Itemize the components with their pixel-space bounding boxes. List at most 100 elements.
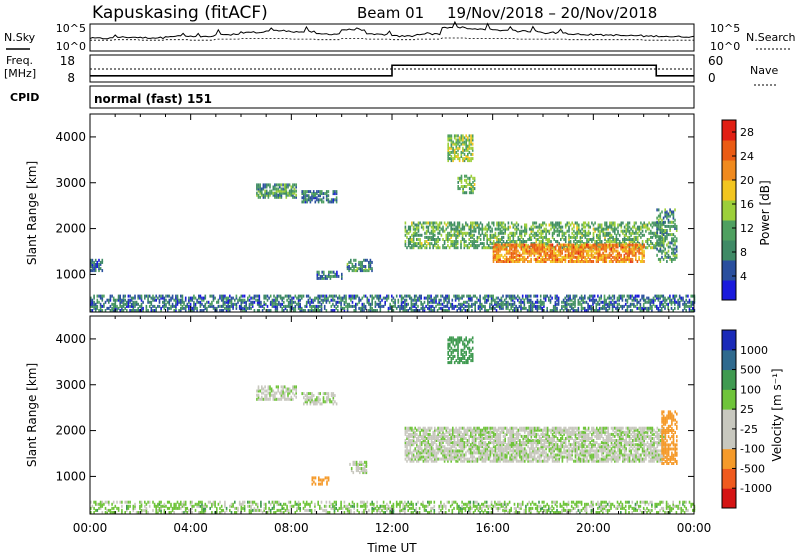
velocity-cell — [220, 511, 223, 514]
power-cell — [531, 249, 534, 253]
power-cell — [377, 302, 380, 306]
power-cell — [507, 225, 510, 229]
power-cell — [599, 231, 601, 235]
power-cell — [638, 300, 640, 304]
velocity-cell — [269, 508, 272, 512]
power-cell — [599, 225, 601, 229]
power-cell — [499, 257, 501, 261]
power-cell — [595, 255, 598, 259]
power-cell — [497, 225, 500, 229]
power-cell — [285, 195, 288, 199]
power-cell — [515, 260, 518, 263]
power-cell — [194, 296, 197, 300]
power-cell — [502, 240, 505, 243]
power-cell — [227, 304, 229, 308]
power-cell — [566, 255, 568, 259]
power-cell — [474, 306, 476, 310]
power-cell — [447, 138, 449, 142]
power-cell — [586, 231, 588, 235]
power-cell — [499, 229, 502, 233]
power-cell — [564, 257, 567, 261]
power-cell — [687, 300, 689, 304]
power-cell — [317, 309, 319, 312]
power-cell — [590, 298, 593, 302]
power-cell — [613, 300, 616, 304]
power-cell — [555, 225, 557, 229]
power-cell — [517, 257, 519, 261]
power-cell — [456, 235, 459, 239]
power-cell — [576, 240, 578, 243]
power-cell — [585, 245, 588, 249]
velocity-cell — [433, 508, 436, 512]
power-cell — [587, 253, 590, 257]
velocity-cell — [144, 500, 146, 504]
power-cell — [486, 235, 488, 239]
power-cell — [573, 225, 575, 229]
power-cell — [259, 195, 261, 199]
power-cell — [657, 241, 660, 245]
velocity-cell — [163, 504, 166, 508]
velocity-cell — [109, 511, 112, 514]
power-cell — [497, 260, 500, 263]
velocity-cell — [474, 500, 476, 504]
power-cell — [551, 255, 554, 259]
power-cell — [437, 223, 439, 227]
power-cell — [450, 244, 452, 248]
power-cell — [335, 200, 338, 204]
velocity-cell — [145, 511, 148, 514]
velocity-cell — [407, 504, 409, 508]
power-cell — [473, 187, 476, 191]
power-cell — [160, 296, 162, 300]
power-cell — [442, 225, 444, 229]
power-cell — [576, 229, 578, 233]
power-cell — [659, 237, 662, 241]
power-cell — [155, 309, 157, 312]
power-cell — [492, 240, 495, 243]
velocity-cell — [400, 508, 403, 512]
power-cell — [316, 270, 319, 274]
power-cell — [649, 304, 652, 308]
power-cell — [536, 247, 539, 251]
power-cell — [603, 247, 606, 251]
power-cell — [196, 300, 198, 304]
power-cell — [540, 235, 542, 239]
power-cell — [235, 294, 238, 298]
velocity-cell — [530, 511, 532, 514]
velocity-cell — [165, 504, 167, 508]
power-cell — [432, 246, 434, 250]
velocity-cell — [188, 508, 190, 512]
power-cell — [353, 294, 355, 298]
power-cell — [455, 225, 457, 229]
power-cell — [453, 152, 456, 156]
power-cell — [418, 296, 421, 300]
power-cell — [266, 298, 269, 302]
power-cell — [533, 233, 536, 237]
power-cell — [283, 185, 286, 189]
power-cell — [581, 235, 583, 239]
velocity-cell — [570, 500, 573, 504]
power-cell — [596, 235, 598, 239]
power-cell — [525, 251, 527, 255]
power-cell — [140, 306, 143, 310]
velocity-cell — [371, 511, 373, 514]
velocity-cell — [585, 502, 588, 506]
power-cell — [556, 223, 559, 227]
power-cell — [524, 229, 526, 233]
power-cell — [456, 229, 459, 233]
power-cell — [429, 235, 431, 239]
power-cell — [331, 270, 333, 274]
power-cell — [574, 242, 577, 246]
velocity-cell — [371, 502, 373, 506]
power-cell — [458, 146, 461, 150]
velocity-cell — [410, 511, 413, 514]
power-cell — [204, 296, 207, 300]
power-cell — [667, 253, 670, 257]
power-cell — [656, 306, 658, 310]
velocity-cell — [279, 502, 282, 506]
power-cell — [323, 276, 325, 280]
velocity-cell — [402, 502, 404, 506]
power-cell — [501, 223, 503, 227]
power-cell — [481, 304, 483, 308]
power-cell — [449, 302, 452, 306]
power-cell — [508, 309, 511, 312]
